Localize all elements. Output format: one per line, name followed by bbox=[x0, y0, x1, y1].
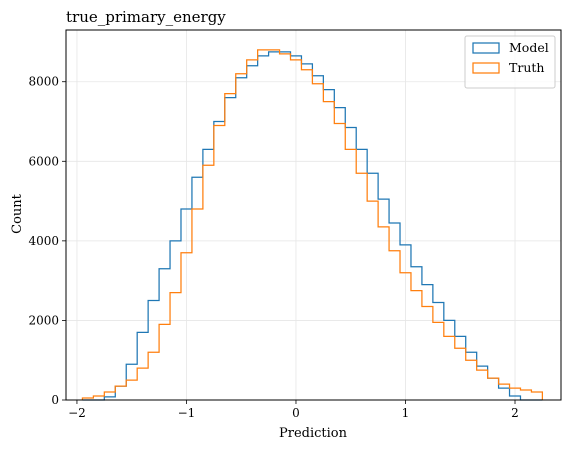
y-tick-label: 6000 bbox=[28, 154, 59, 168]
x-axis-title: Prediction bbox=[279, 426, 348, 441]
y-tick-label: 2000 bbox=[28, 313, 59, 327]
legend-swatch-model bbox=[472, 42, 500, 54]
x-tick-label: 1 bbox=[402, 406, 410, 420]
x-tick-label: −1 bbox=[178, 406, 196, 420]
truth-histogram-step bbox=[81, 49, 544, 400]
x-tick-label: 2 bbox=[511, 406, 519, 420]
legend: Model Truth bbox=[464, 35, 556, 89]
y-tick-label: 0 bbox=[51, 393, 59, 407]
chart-title: true_primary_energy bbox=[66, 8, 226, 26]
y-axis-title: Count bbox=[10, 193, 25, 234]
y-tick-label: 8000 bbox=[28, 75, 59, 89]
series-layer bbox=[81, 49, 544, 401]
plot-frame bbox=[65, 29, 562, 401]
legend-label-truth: Truth bbox=[509, 60, 544, 75]
legend-box bbox=[464, 35, 556, 89]
legend-swatch-truth bbox=[472, 62, 500, 74]
y-tick-label: 4000 bbox=[28, 234, 59, 248]
legend-label-model: Model bbox=[509, 40, 549, 55]
tick-layer: −2 −1 0 1 2 0 2000 4000 6000 8000 bbox=[28, 75, 518, 420]
x-tick-label: −2 bbox=[68, 406, 86, 420]
x-tick-label: 0 bbox=[292, 406, 300, 420]
model-histogram-step bbox=[82, 51, 543, 401]
